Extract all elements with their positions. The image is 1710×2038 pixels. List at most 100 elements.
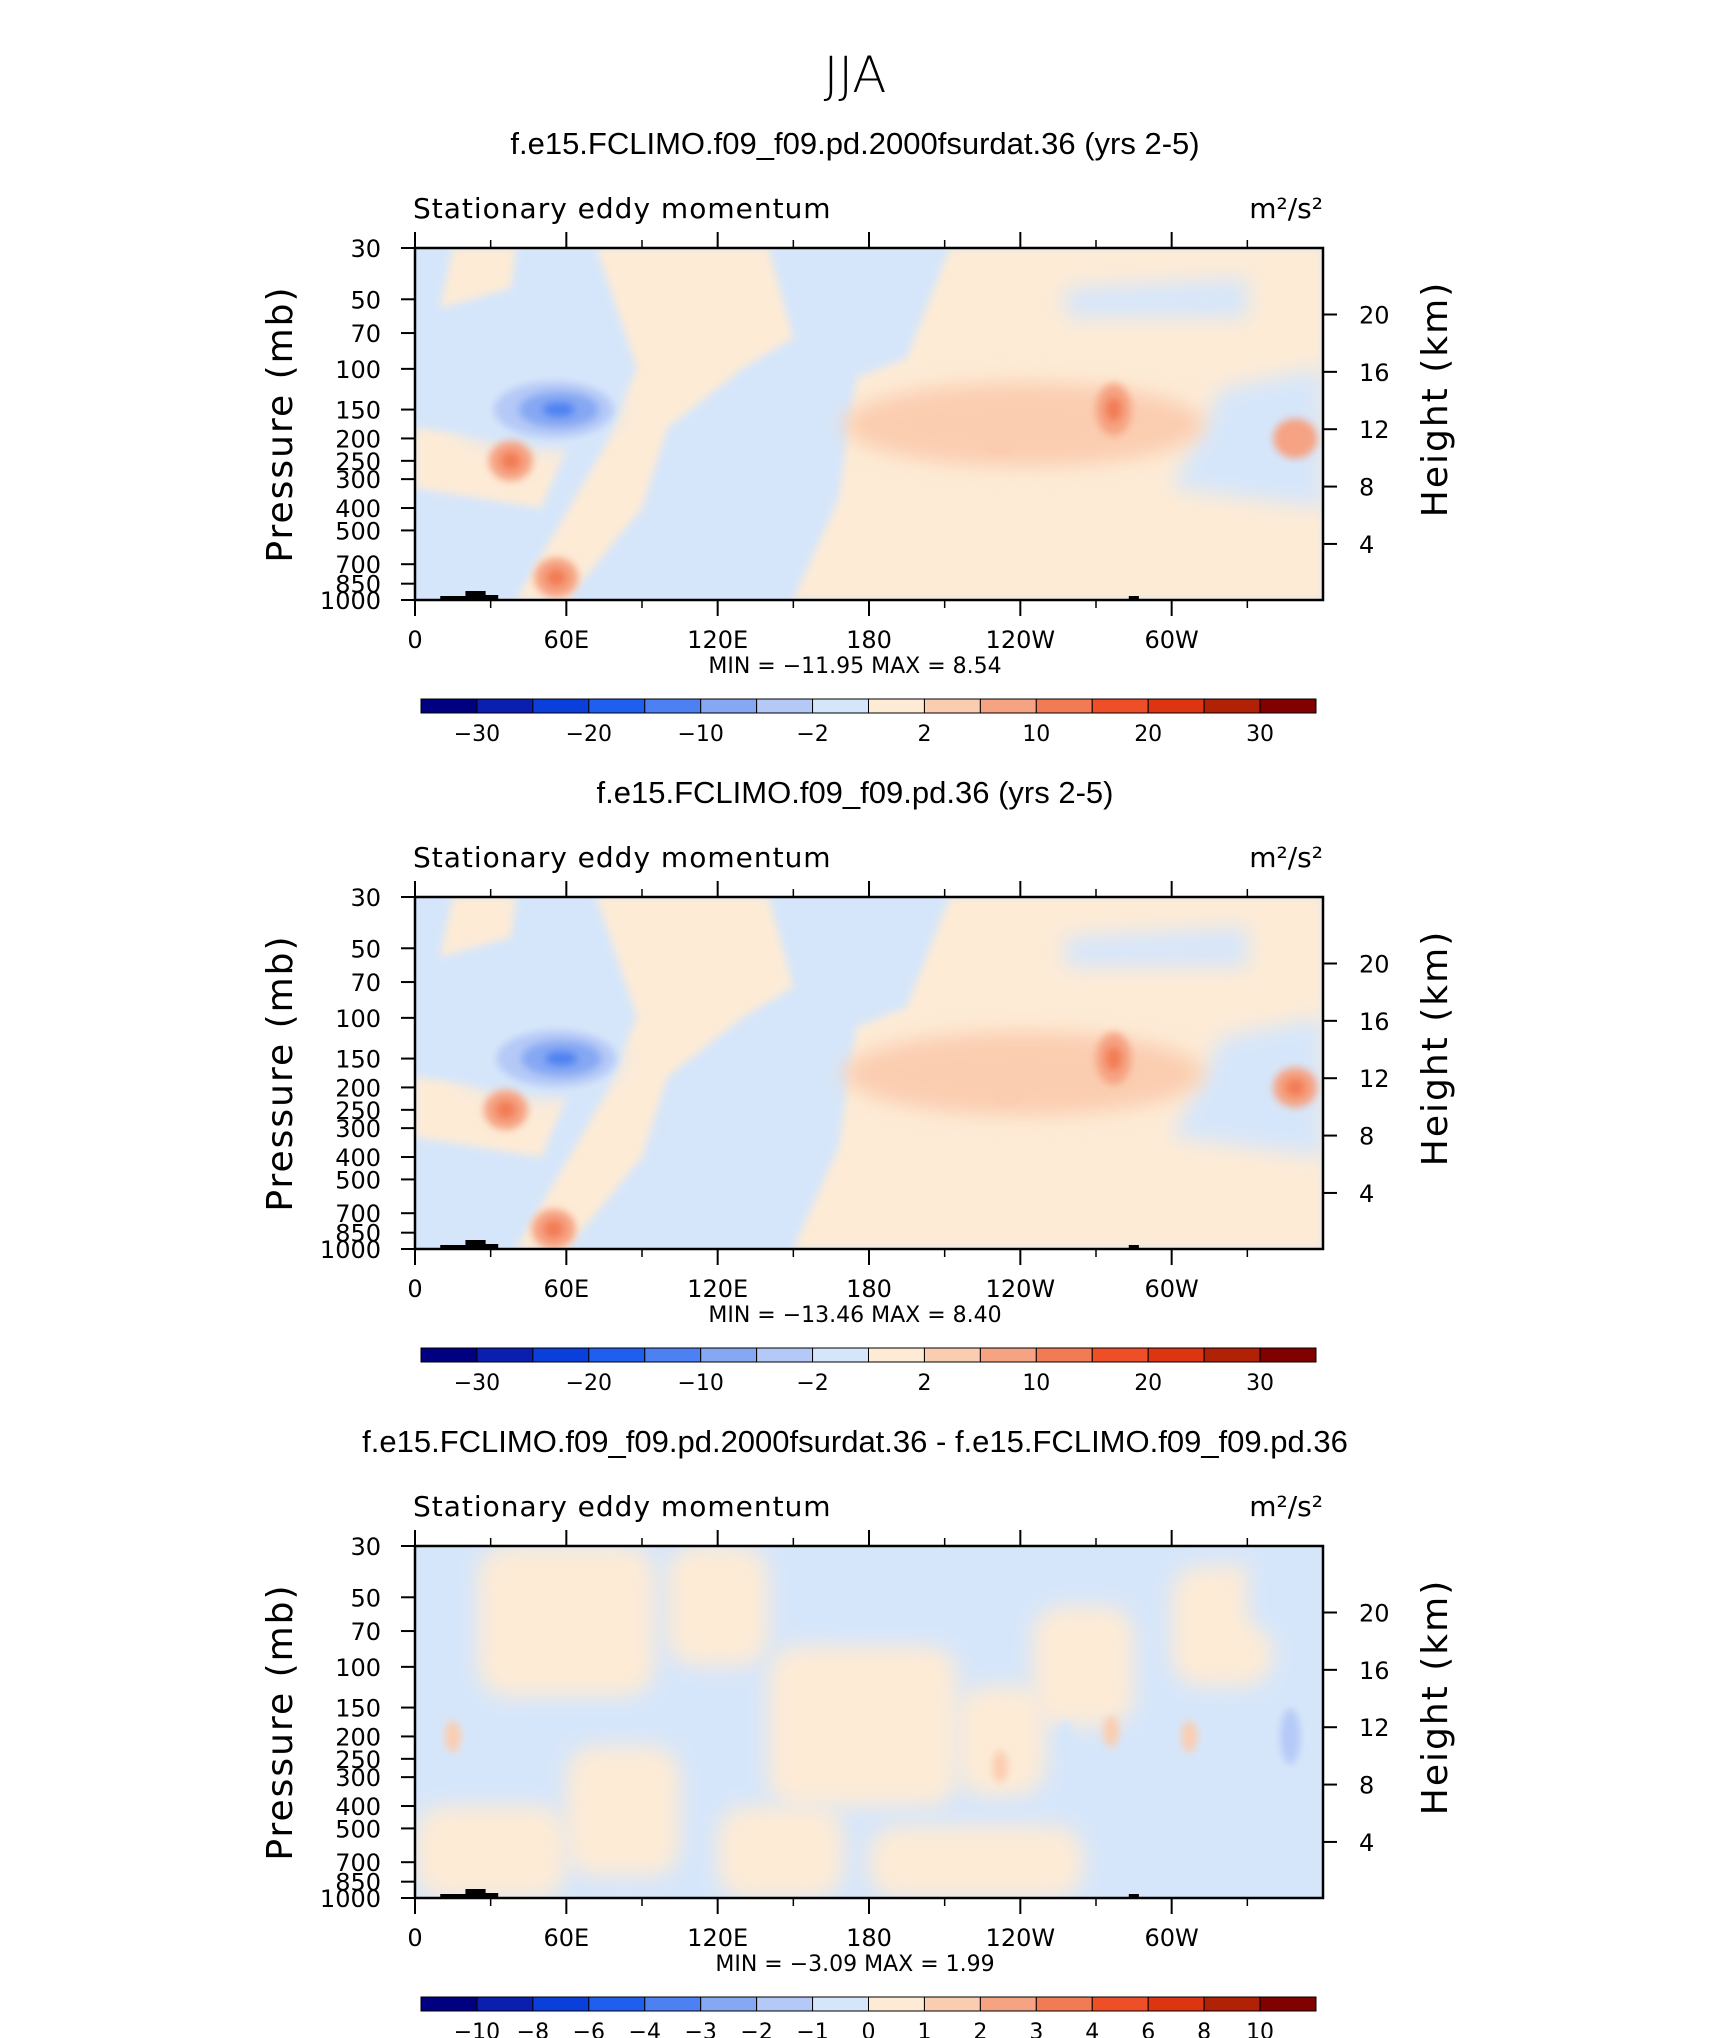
contour-mark — [1103, 1715, 1120, 1748]
contour-field — [415, 1546, 1323, 1898]
colorbar-label: 30 — [1246, 722, 1274, 747]
contour-region — [818, 1546, 1021, 1626]
y-tick-label: 850 — [335, 571, 381, 599]
colorbar-swatch — [923, 1347, 981, 1363]
colorbar-swatch — [1035, 1996, 1093, 2012]
colorbar-swatch — [1091, 1347, 1149, 1363]
topography — [440, 1889, 499, 1898]
colorbar-swatch — [1147, 1347, 1205, 1363]
colorbar-label: 2 — [973, 2020, 987, 2038]
colorbar-swatch — [644, 1996, 702, 2012]
colorbar-swatch — [476, 1347, 534, 1363]
colorbar-swatch — [868, 1996, 925, 2012]
colorbar-swatch — [756, 1347, 814, 1363]
contour-mark — [1105, 1046, 1122, 1071]
contour-mark — [546, 568, 567, 587]
colorbar-swatch — [532, 698, 590, 714]
y-tick-label: 400 — [335, 495, 381, 523]
colorbar-swatch — [1259, 698, 1317, 714]
y-tick-label: 850 — [335, 1869, 381, 1897]
y-tick-label: 70 — [350, 320, 381, 348]
contour-region — [566, 1746, 680, 1876]
panel-left-label: Stationary eddy momentum — [413, 1490, 832, 1523]
y-axis-label: Pressure (mb) — [260, 934, 301, 1211]
panel-title: f.e15.FCLIMO.f09_f09.pd.2000fsurdat.36 -… — [362, 1424, 1348, 1459]
colorbar-swatch — [1259, 1996, 1317, 2012]
x-tick-label: 60W — [1145, 1924, 1199, 1952]
colorbar-label: 10 — [1246, 2020, 1274, 2038]
x-tick-label: 180 — [846, 1275, 892, 1303]
y-right-tick-label: 20 — [1359, 950, 1390, 978]
colorbar-label: −30 — [454, 1371, 500, 1396]
y-right-tick-label: 8 — [1359, 474, 1374, 502]
x-tick-label: 120W — [986, 1275, 1056, 1303]
panel-3: f.e15.FCLIMO.f09_f09.pd.2000fsurdat.36 -… — [260, 1424, 1456, 2038]
y-tick-label: 250 — [335, 448, 381, 476]
x-tick-label: 60W — [1145, 1275, 1199, 1303]
colorbar-label: −20 — [566, 722, 612, 747]
contour-region — [440, 897, 516, 957]
y-tick-label: 850 — [335, 1220, 381, 1248]
contour-region — [1065, 278, 1248, 318]
y-right-tick-label: 4 — [1359, 1180, 1374, 1208]
x-tick-label: 60W — [1145, 626, 1199, 654]
y-tick-label: 50 — [350, 1584, 381, 1612]
colorbar-swatch — [476, 1996, 534, 2012]
x-tick-label: 120E — [687, 1924, 748, 1952]
contour-region — [768, 1646, 958, 1806]
colorbar-swatch — [756, 698, 814, 714]
contour-mark — [921, 1720, 938, 1753]
contour-mark — [1285, 1078, 1306, 1097]
stats-label: MIN = −11.95 MAX = 8.54 — [708, 654, 1001, 679]
topography — [440, 1240, 499, 1249]
colorbar-swatch — [1203, 1996, 1261, 2012]
colorbar-label: 3 — [1029, 2020, 1043, 2038]
x-tick-label: 120W — [986, 1924, 1056, 1952]
contour-mark — [1285, 429, 1306, 448]
y-right-tick-label: 12 — [1359, 1065, 1390, 1093]
colorbar-swatch — [420, 698, 478, 714]
y-tick-label: 70 — [350, 1618, 381, 1646]
y-right-tick-label: 16 — [1359, 359, 1390, 387]
y-tick-label: 400 — [335, 1144, 381, 1172]
contour-mark — [843, 382, 1204, 467]
contour-region — [717, 1806, 844, 1898]
colorbar-swatch — [532, 1347, 590, 1363]
colorbar-swatch — [532, 1996, 590, 2012]
contour-mark — [495, 1100, 516, 1119]
panel-1: f.e15.FCLIMO.f09_f09.pd.2000fsurdat.36 (… — [260, 126, 1456, 747]
colorbar-swatch — [923, 1996, 981, 2012]
contour-mark — [444, 1720, 461, 1753]
colorbar-label: 0 — [862, 2020, 876, 2038]
colorbar-swatch — [1035, 1347, 1093, 1363]
y-tick-label: 50 — [350, 286, 381, 314]
colorbar-swatch — [476, 698, 534, 714]
contour-region — [440, 248, 516, 308]
colorbar-label: 20 — [1134, 722, 1162, 747]
panel-left-label: Stationary eddy momentum — [413, 841, 832, 874]
y-tick-label: 300 — [335, 466, 381, 494]
colorbar-swatch — [812, 1347, 869, 1363]
y-tick-label: 70 — [350, 969, 381, 997]
colorbar-label: 2 — [917, 1371, 931, 1396]
contour-mark — [1286, 1730, 1295, 1743]
x-tick-label: 120E — [687, 626, 748, 654]
contour-region — [1171, 1017, 1323, 1157]
colorbar-swatch — [1203, 1347, 1261, 1363]
contour-region — [1247, 1546, 1323, 1636]
contour-mark — [542, 402, 575, 417]
colorbar-label: 2 — [917, 722, 931, 747]
y-tick-label: 50 — [350, 935, 381, 963]
x-tick-label: 0 — [407, 1924, 422, 1952]
contour-region — [869, 1826, 1084, 1898]
contour-region — [1171, 1566, 1273, 1686]
colorbar-label: −10 — [454, 2020, 500, 2038]
stats-label: MIN = −13.46 MAX = 8.40 — [708, 1303, 1001, 1328]
y-right-tick-label: 4 — [1359, 531, 1374, 559]
topography — [440, 591, 499, 600]
y-right-axis-label: Height (km) — [1415, 1579, 1456, 1815]
y-tick-label: 700 — [335, 551, 381, 579]
y-right-tick-label: 12 — [1359, 416, 1390, 444]
colorbar-label: 20 — [1134, 1371, 1162, 1396]
colorbar-label: 10 — [1022, 722, 1050, 747]
